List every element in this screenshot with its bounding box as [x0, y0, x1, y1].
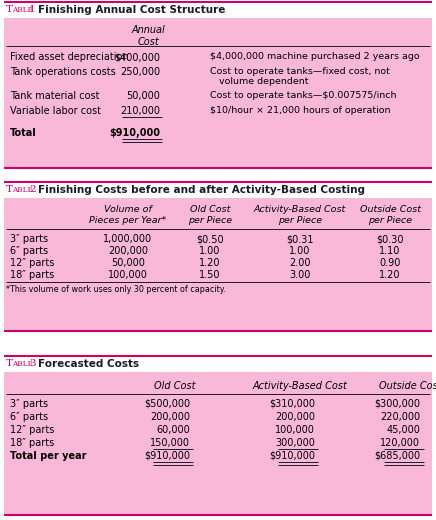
Text: $0.50: $0.50	[196, 234, 224, 244]
Text: 1.00: 1.00	[290, 246, 311, 256]
Text: Total per year: Total per year	[10, 451, 86, 461]
Text: 1: 1	[29, 5, 36, 14]
Text: 1.20: 1.20	[199, 258, 221, 268]
Text: 200,000: 200,000	[275, 412, 315, 422]
Text: Forecasted Costs: Forecasted Costs	[38, 359, 139, 369]
Text: 1,000,000: 1,000,000	[103, 234, 153, 244]
Text: 50,000: 50,000	[111, 258, 145, 268]
Text: $4,000,000 machine purchased 2 years ago: $4,000,000 machine purchased 2 years ago	[210, 52, 419, 61]
Text: Finishing Costs before and after Activity-Based Costing: Finishing Costs before and after Activit…	[38, 185, 365, 195]
Text: $910,000: $910,000	[269, 451, 315, 461]
Text: Outside Cost: Outside Cost	[379, 381, 436, 391]
Text: Fixed asset depreciation: Fixed asset depreciation	[10, 52, 129, 62]
Text: $685,000: $685,000	[374, 451, 420, 461]
Text: 60,000: 60,000	[156, 425, 190, 435]
Text: Old Cost
per Piece: Old Cost per Piece	[188, 205, 232, 225]
Text: T: T	[6, 5, 13, 14]
Text: *This volume of work uses only 30 percent of capacity.: *This volume of work uses only 30 percen…	[6, 285, 226, 294]
Text: 18″ parts: 18″ parts	[10, 270, 54, 280]
Text: 250,000: 250,000	[120, 67, 160, 77]
Text: Cost to operate tanks—fixed cost, not
   volume dependent: Cost to operate tanks—fixed cost, not vo…	[210, 67, 390, 86]
Text: Cost to operate tanks—$0.007575/inch: Cost to operate tanks—$0.007575/inch	[210, 91, 396, 100]
Text: 100,000: 100,000	[275, 425, 315, 435]
Text: 18″ parts: 18″ parts	[10, 438, 54, 448]
Text: 210,000: 210,000	[120, 106, 160, 116]
Text: 3: 3	[29, 359, 36, 368]
Text: 1.20: 1.20	[379, 270, 401, 280]
Text: ABLE: ABLE	[13, 6, 34, 15]
Text: Finishing Annual Cost Structure: Finishing Annual Cost Structure	[38, 5, 225, 15]
Text: ABLE: ABLE	[13, 360, 34, 369]
Text: 2: 2	[29, 185, 36, 194]
Text: $0.31: $0.31	[286, 234, 314, 244]
Text: T: T	[6, 185, 13, 194]
Text: $310,000: $310,000	[269, 399, 315, 409]
Text: 6″ parts: 6″ parts	[10, 246, 48, 256]
Text: 50,000: 50,000	[126, 91, 160, 101]
Text: 200,000: 200,000	[108, 246, 148, 256]
Text: Old Cost: Old Cost	[154, 381, 196, 391]
Text: 120,000: 120,000	[380, 438, 420, 448]
Text: Activity-Based Cost
per Piece: Activity-Based Cost per Piece	[254, 205, 346, 225]
Text: Tank operations costs: Tank operations costs	[10, 67, 116, 77]
Text: 1.00: 1.00	[199, 246, 221, 256]
Text: 100,000: 100,000	[108, 270, 148, 280]
Text: $0.30: $0.30	[376, 234, 404, 244]
Text: $910,000: $910,000	[144, 451, 190, 461]
Text: 1.50: 1.50	[199, 270, 221, 280]
Text: Volume of
Pieces per Year*: Volume of Pieces per Year*	[89, 205, 167, 225]
Text: $400,000: $400,000	[114, 52, 160, 62]
Bar	[4, 372, 432, 515]
Bar	[4, 198, 432, 331]
Text: 200,000: 200,000	[150, 412, 190, 422]
Text: T: T	[6, 359, 13, 368]
Text: 45,000: 45,000	[386, 425, 420, 435]
Text: 150,000: 150,000	[150, 438, 190, 448]
Text: 12″ parts: 12″ parts	[10, 258, 54, 268]
Text: Annual
Cost: Annual Cost	[131, 25, 165, 47]
Text: 300,000: 300,000	[275, 438, 315, 448]
Text: $300,000: $300,000	[374, 399, 420, 409]
Text: 2.00: 2.00	[289, 258, 311, 268]
Text: 3″ parts: 3″ parts	[10, 399, 48, 409]
Text: Total: Total	[10, 128, 37, 138]
Text: 1.10: 1.10	[379, 246, 401, 256]
Text: $500,000: $500,000	[144, 399, 190, 409]
Text: $910,000: $910,000	[109, 128, 160, 138]
Text: 0.90: 0.90	[379, 258, 401, 268]
Text: Tank material cost: Tank material cost	[10, 91, 99, 101]
Bar	[4, 18, 432, 168]
Text: Outside Cost
per Piece: Outside Cost per Piece	[360, 205, 420, 225]
Text: Activity-Based Cost: Activity-Based Cost	[252, 381, 347, 391]
Text: ABLE: ABLE	[13, 187, 34, 194]
Text: 220,000: 220,000	[380, 412, 420, 422]
Text: $10/hour × 21,000 hours of operation: $10/hour × 21,000 hours of operation	[210, 106, 391, 115]
Text: 12″ parts: 12″ parts	[10, 425, 54, 435]
Text: 3.00: 3.00	[290, 270, 311, 280]
Text: 6″ parts: 6″ parts	[10, 412, 48, 422]
Text: Variable labor cost: Variable labor cost	[10, 106, 101, 116]
Text: 3″ parts: 3″ parts	[10, 234, 48, 244]
